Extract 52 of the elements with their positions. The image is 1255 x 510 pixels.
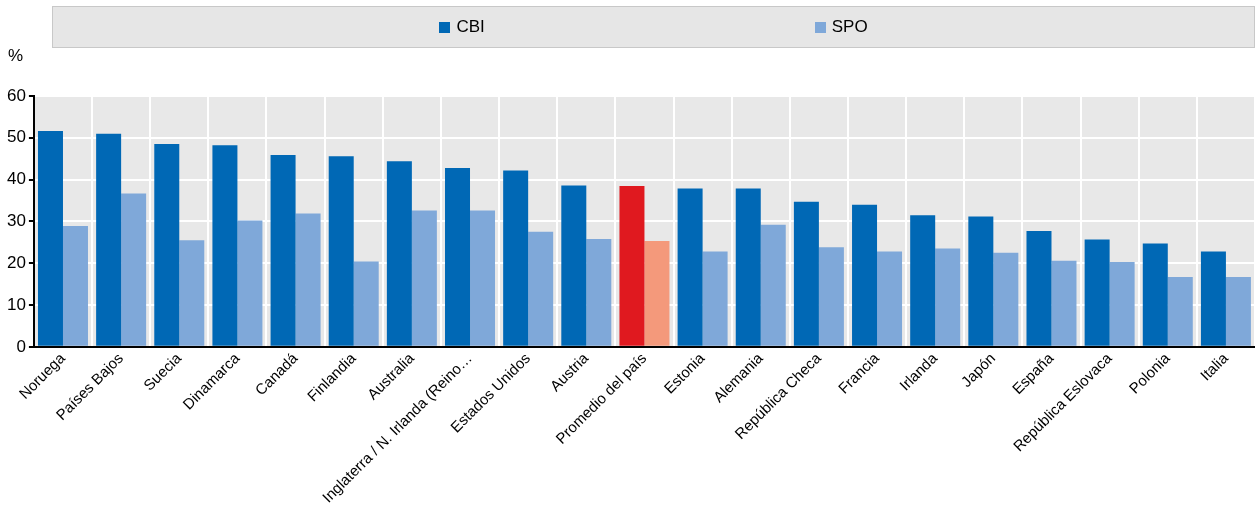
bar	[993, 252, 1019, 346]
bar	[1051, 260, 1077, 346]
bar	[1026, 231, 1052, 346]
bar	[1225, 277, 1251, 346]
bar	[411, 210, 437, 346]
bar	[328, 156, 354, 346]
bar	[1084, 239, 1110, 346]
bar	[179, 240, 205, 346]
bar	[619, 185, 645, 346]
bar	[353, 261, 379, 346]
bar	[877, 251, 903, 346]
bar	[561, 185, 587, 346]
bar	[295, 213, 321, 346]
y-tick-label: 60	[6, 85, 26, 105]
y-axis-title: %	[8, 46, 24, 66]
bar	[760, 224, 786, 346]
legend-label: CBI	[456, 17, 485, 37]
y-tick-label: 40	[6, 169, 26, 189]
bar	[968, 216, 994, 346]
bar	[386, 161, 412, 346]
bar	[270, 154, 296, 346]
bar	[935, 248, 961, 346]
bar	[702, 251, 728, 346]
bar	[121, 193, 147, 346]
bar	[470, 210, 496, 346]
bar	[237, 220, 263, 346]
bar	[852, 204, 878, 346]
bar	[586, 238, 612, 346]
y-tick-label: 0	[16, 336, 26, 356]
bar	[735, 188, 761, 346]
y-tick-label: 30	[6, 211, 26, 231]
bar	[212, 145, 238, 346]
bar	[37, 131, 63, 346]
bar	[503, 170, 529, 346]
bar	[818, 247, 844, 346]
bar	[154, 144, 180, 346]
bar	[677, 188, 703, 346]
y-tick-label: 50	[6, 127, 26, 147]
legend-label: SPO	[831, 17, 868, 37]
bar	[793, 201, 819, 346]
bar	[96, 133, 122, 346]
bar	[910, 215, 936, 346]
y-tick-label: 20	[6, 252, 26, 272]
bar	[1167, 277, 1193, 346]
bar	[445, 167, 471, 346]
bar	[1200, 251, 1226, 346]
bar	[62, 226, 88, 346]
y-tick-label: 10	[6, 294, 26, 314]
bar	[1109, 261, 1135, 346]
bar	[1142, 243, 1168, 346]
bar	[644, 241, 670, 346]
bar	[528, 231, 554, 346]
